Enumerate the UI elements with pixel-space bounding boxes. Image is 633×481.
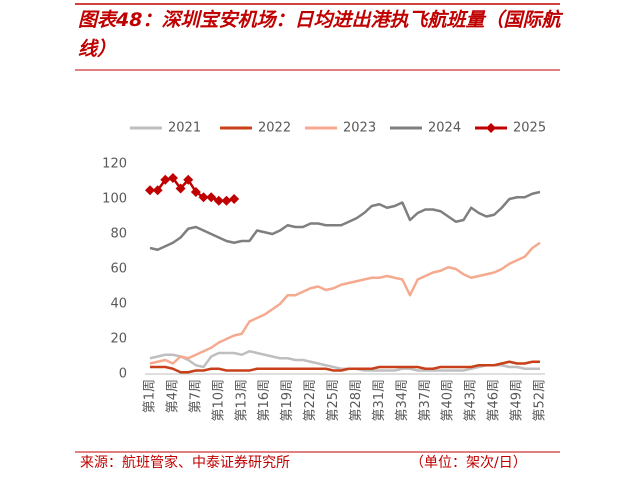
series-line xyxy=(149,241,541,365)
legend-label: 2021 xyxy=(168,121,201,136)
series-line xyxy=(149,190,541,251)
y-tick-label: 40 xyxy=(110,297,127,312)
point-marker xyxy=(152,185,163,196)
legend-label: 2023 xyxy=(343,121,376,136)
point-marker xyxy=(198,192,209,203)
point-marker xyxy=(206,192,217,203)
series-line xyxy=(150,360,540,374)
x-tick-label: 第43周 xyxy=(464,379,479,422)
x-tick-label: 第46周 xyxy=(487,379,502,422)
point-marker xyxy=(221,195,232,206)
x-tick-label: 第4周 xyxy=(165,379,180,413)
y-tick-label: 0 xyxy=(119,367,127,382)
x-tick-label: 第10周 xyxy=(211,379,226,422)
point-marker xyxy=(160,174,171,185)
x-tick-label: 第25周 xyxy=(326,379,341,422)
legend-label: 2022 xyxy=(258,121,291,136)
x-tick-label: 第49周 xyxy=(510,379,525,422)
y-tick-label: 100 xyxy=(102,192,127,207)
point-marker xyxy=(213,195,224,206)
x-tick-label: 第7周 xyxy=(188,379,203,413)
x-tick-label: 第52周 xyxy=(533,379,548,422)
x-tick-label: 第40周 xyxy=(441,379,456,422)
x-tick-label: 第31周 xyxy=(372,379,387,422)
point-marker xyxy=(229,194,240,204)
unit: （单位：架次/日） xyxy=(410,455,527,471)
source: 来源：航班管家、中泰证券研究所 xyxy=(80,455,290,471)
x-tick-label: 第34周 xyxy=(395,379,410,422)
point-marker xyxy=(145,185,155,196)
x-tick-label: 第19周 xyxy=(280,379,295,422)
legend-marker xyxy=(486,123,496,133)
x-tick-label: 第16周 xyxy=(257,379,272,422)
figure-title: 图表48：深圳宝安机场：日均进出港执飞航班量（国际航线） xyxy=(78,9,561,60)
point-marker xyxy=(175,183,186,194)
y-tick-label: 20 xyxy=(110,332,127,347)
x-tick-label: 第1周 xyxy=(143,379,158,413)
legend-label: 2025 xyxy=(513,121,546,136)
point-marker xyxy=(167,173,178,183)
point-marker xyxy=(183,174,194,185)
series-line xyxy=(149,350,540,372)
legend-label: 2024 xyxy=(428,121,461,136)
point-marker xyxy=(190,187,201,197)
x-tick-label: 第28周 xyxy=(349,379,364,422)
y-tick-label: 60 xyxy=(110,262,127,277)
y-tick-label: 80 xyxy=(110,227,127,242)
y-tick-label: 120 xyxy=(102,157,127,172)
x-tick-label: 第37周 xyxy=(418,379,433,422)
x-tick-label: 第22周 xyxy=(303,379,318,422)
x-tick-label: 第13周 xyxy=(234,379,249,422)
